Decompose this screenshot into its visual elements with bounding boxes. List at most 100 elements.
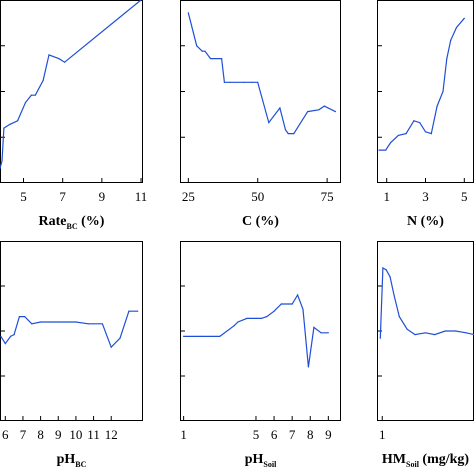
data-point [110,346,112,348]
data-point [119,337,121,339]
data-point [17,120,19,122]
data-point [320,332,322,334]
data-point [455,26,458,29]
data-point [419,122,421,124]
x-axis-label-main: N [407,214,417,229]
x-axis-label-main: pH [245,452,264,467]
data-point [219,335,221,337]
x-tick-label: 25 [182,189,195,204]
x-axis-label: HMSoil (mg/kg) [382,452,470,469]
data-point [140,0,142,1]
x-tick-label: 1 [180,427,187,442]
data-point [260,317,263,319]
x-axis-label-sub: Soil [406,460,420,469]
data-point [42,79,44,82]
data-point [0,167,1,169]
data-point [30,94,32,96]
data-point [251,81,253,83]
data-point [302,308,304,310]
series-line [187,12,336,135]
data-point [4,343,6,345]
x-axis-label-unit: (%) [417,214,444,229]
x-axis-label-unit: (mg/kg) [419,452,470,467]
data-point [0,335,2,337]
data-point [3,127,5,129]
data-point [64,61,66,63]
data-point [406,328,408,330]
data-point [187,12,189,14]
data-point [1,160,3,162]
x-axis-label: pHSoil [245,452,277,469]
series-line [0,0,142,169]
x-tick-label: 12 [105,427,118,442]
x-tick-label: 5 [20,189,27,204]
x-tick-label: 75 [321,189,334,204]
data-point [9,335,12,337]
data-point [436,105,438,107]
data-point [75,321,77,323]
x-axis-label-unit: (%) [252,214,279,229]
data-point [287,132,289,135]
x-axis-label: RateBC (%) [39,214,105,231]
panel-3: 1 3 5 N (%) [377,0,474,229]
data-point [463,17,465,19]
data-point [48,54,50,56]
data-point [201,50,203,52]
data-point [397,134,399,137]
data-point [382,267,384,269]
data-point [243,81,245,83]
panel-frame [0,0,143,183]
data-point [128,310,130,312]
data-point [291,303,293,305]
data-point [442,90,444,93]
series-line [183,293,329,368]
data-point [31,323,33,325]
data-point [257,81,259,83]
x-axis-label-sub: BC [67,222,78,231]
data-point [444,330,446,332]
data-point [446,57,448,60]
data-point [13,334,15,336]
data-point [378,149,380,151]
x-tick-label: 9 [55,427,62,442]
x-tick-label: 5 [253,427,260,442]
data-point [221,57,223,60]
x-tick-label: 7 [20,427,27,442]
x-axis-label-sub: BC [75,460,86,469]
data-point [280,303,282,305]
data-point [24,316,26,318]
data-point [296,294,299,296]
x-tick-label: 11 [87,427,100,442]
x-tick-label: 10 [69,427,82,442]
x-axis-label-main: pH [57,452,76,467]
panel-frame [377,0,474,183]
x-tick-label: 6 [271,427,278,442]
data-point [268,122,270,124]
x-axis-label-sub: Soil [263,460,277,469]
x-tick-label: 9 [99,189,106,204]
data-point [87,323,89,325]
panel-frame [0,241,143,421]
data-point [196,45,198,47]
series-line [0,310,138,349]
data-point [24,101,27,104]
x-tick-label: 6 [2,427,9,442]
panel-1: 5 7 9 11 RateBC (%) [0,0,147,231]
data-point [246,317,248,319]
data-point [201,335,203,337]
data-point [393,294,395,296]
x-axis-label: pHBC [57,452,87,469]
x-axis-label: C (%) [242,214,279,229]
data-point [58,57,60,60]
data-point [307,366,310,368]
series-line [379,267,474,339]
data-point [313,326,315,328]
data-point [385,269,387,271]
panel-6: 1 HMSoil (mg/kg) [377,241,474,469]
data-point [137,310,139,312]
x-tick-label: 7 [59,189,66,204]
data-point [273,310,275,312]
data-point [424,332,427,334]
data-point [455,330,457,332]
x-tick-label: 50 [251,189,264,204]
